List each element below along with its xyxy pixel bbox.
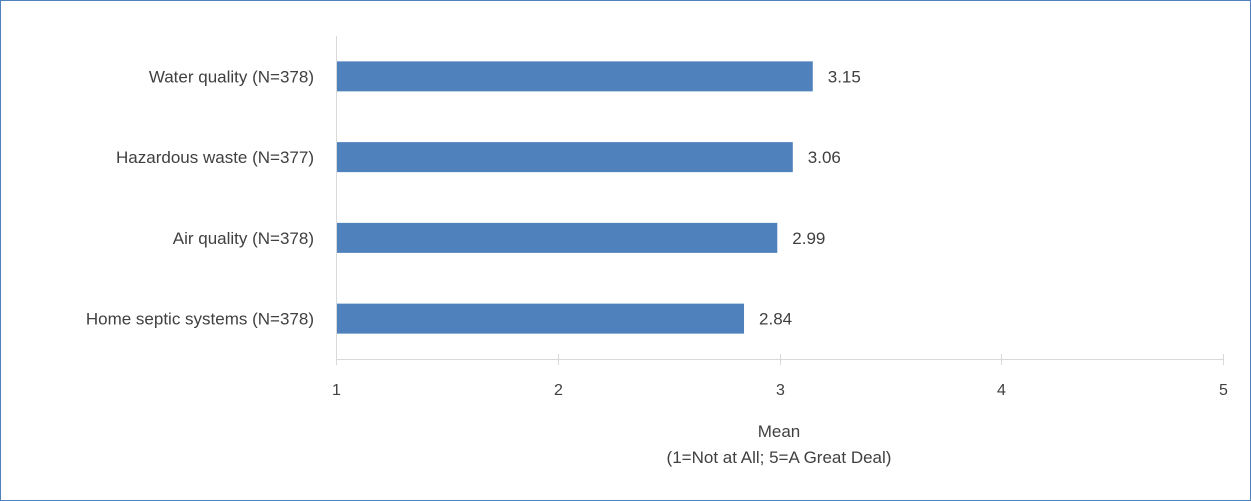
data-label: 3.15 [828,67,861,86]
category-label: Water quality (N=378) [149,67,314,86]
x-tick-label: 5 [1219,382,1228,399]
x-tick-label: 3 [776,382,785,399]
bar [337,61,813,91]
bar [337,142,793,172]
bar [337,223,777,253]
data-label: 2.99 [792,229,825,248]
bars-layer [337,61,813,333]
x-axis-subtitle: (1=Not at All; 5=A Great Deal) [667,448,892,467]
x-tick-label: 2 [554,382,563,399]
category-label: Home septic systems (N=378) [86,310,314,329]
x-axis-title: Mean [758,422,801,441]
data-label: 2.84 [759,310,792,329]
x-tick-label: 1 [332,382,341,399]
data-label: 3.06 [808,148,841,167]
bar [337,304,744,334]
category-label: Hazardous waste (N=377) [116,148,314,167]
category-label: Air quality (N=378) [173,229,314,248]
x-tick-label: 4 [997,382,1006,399]
